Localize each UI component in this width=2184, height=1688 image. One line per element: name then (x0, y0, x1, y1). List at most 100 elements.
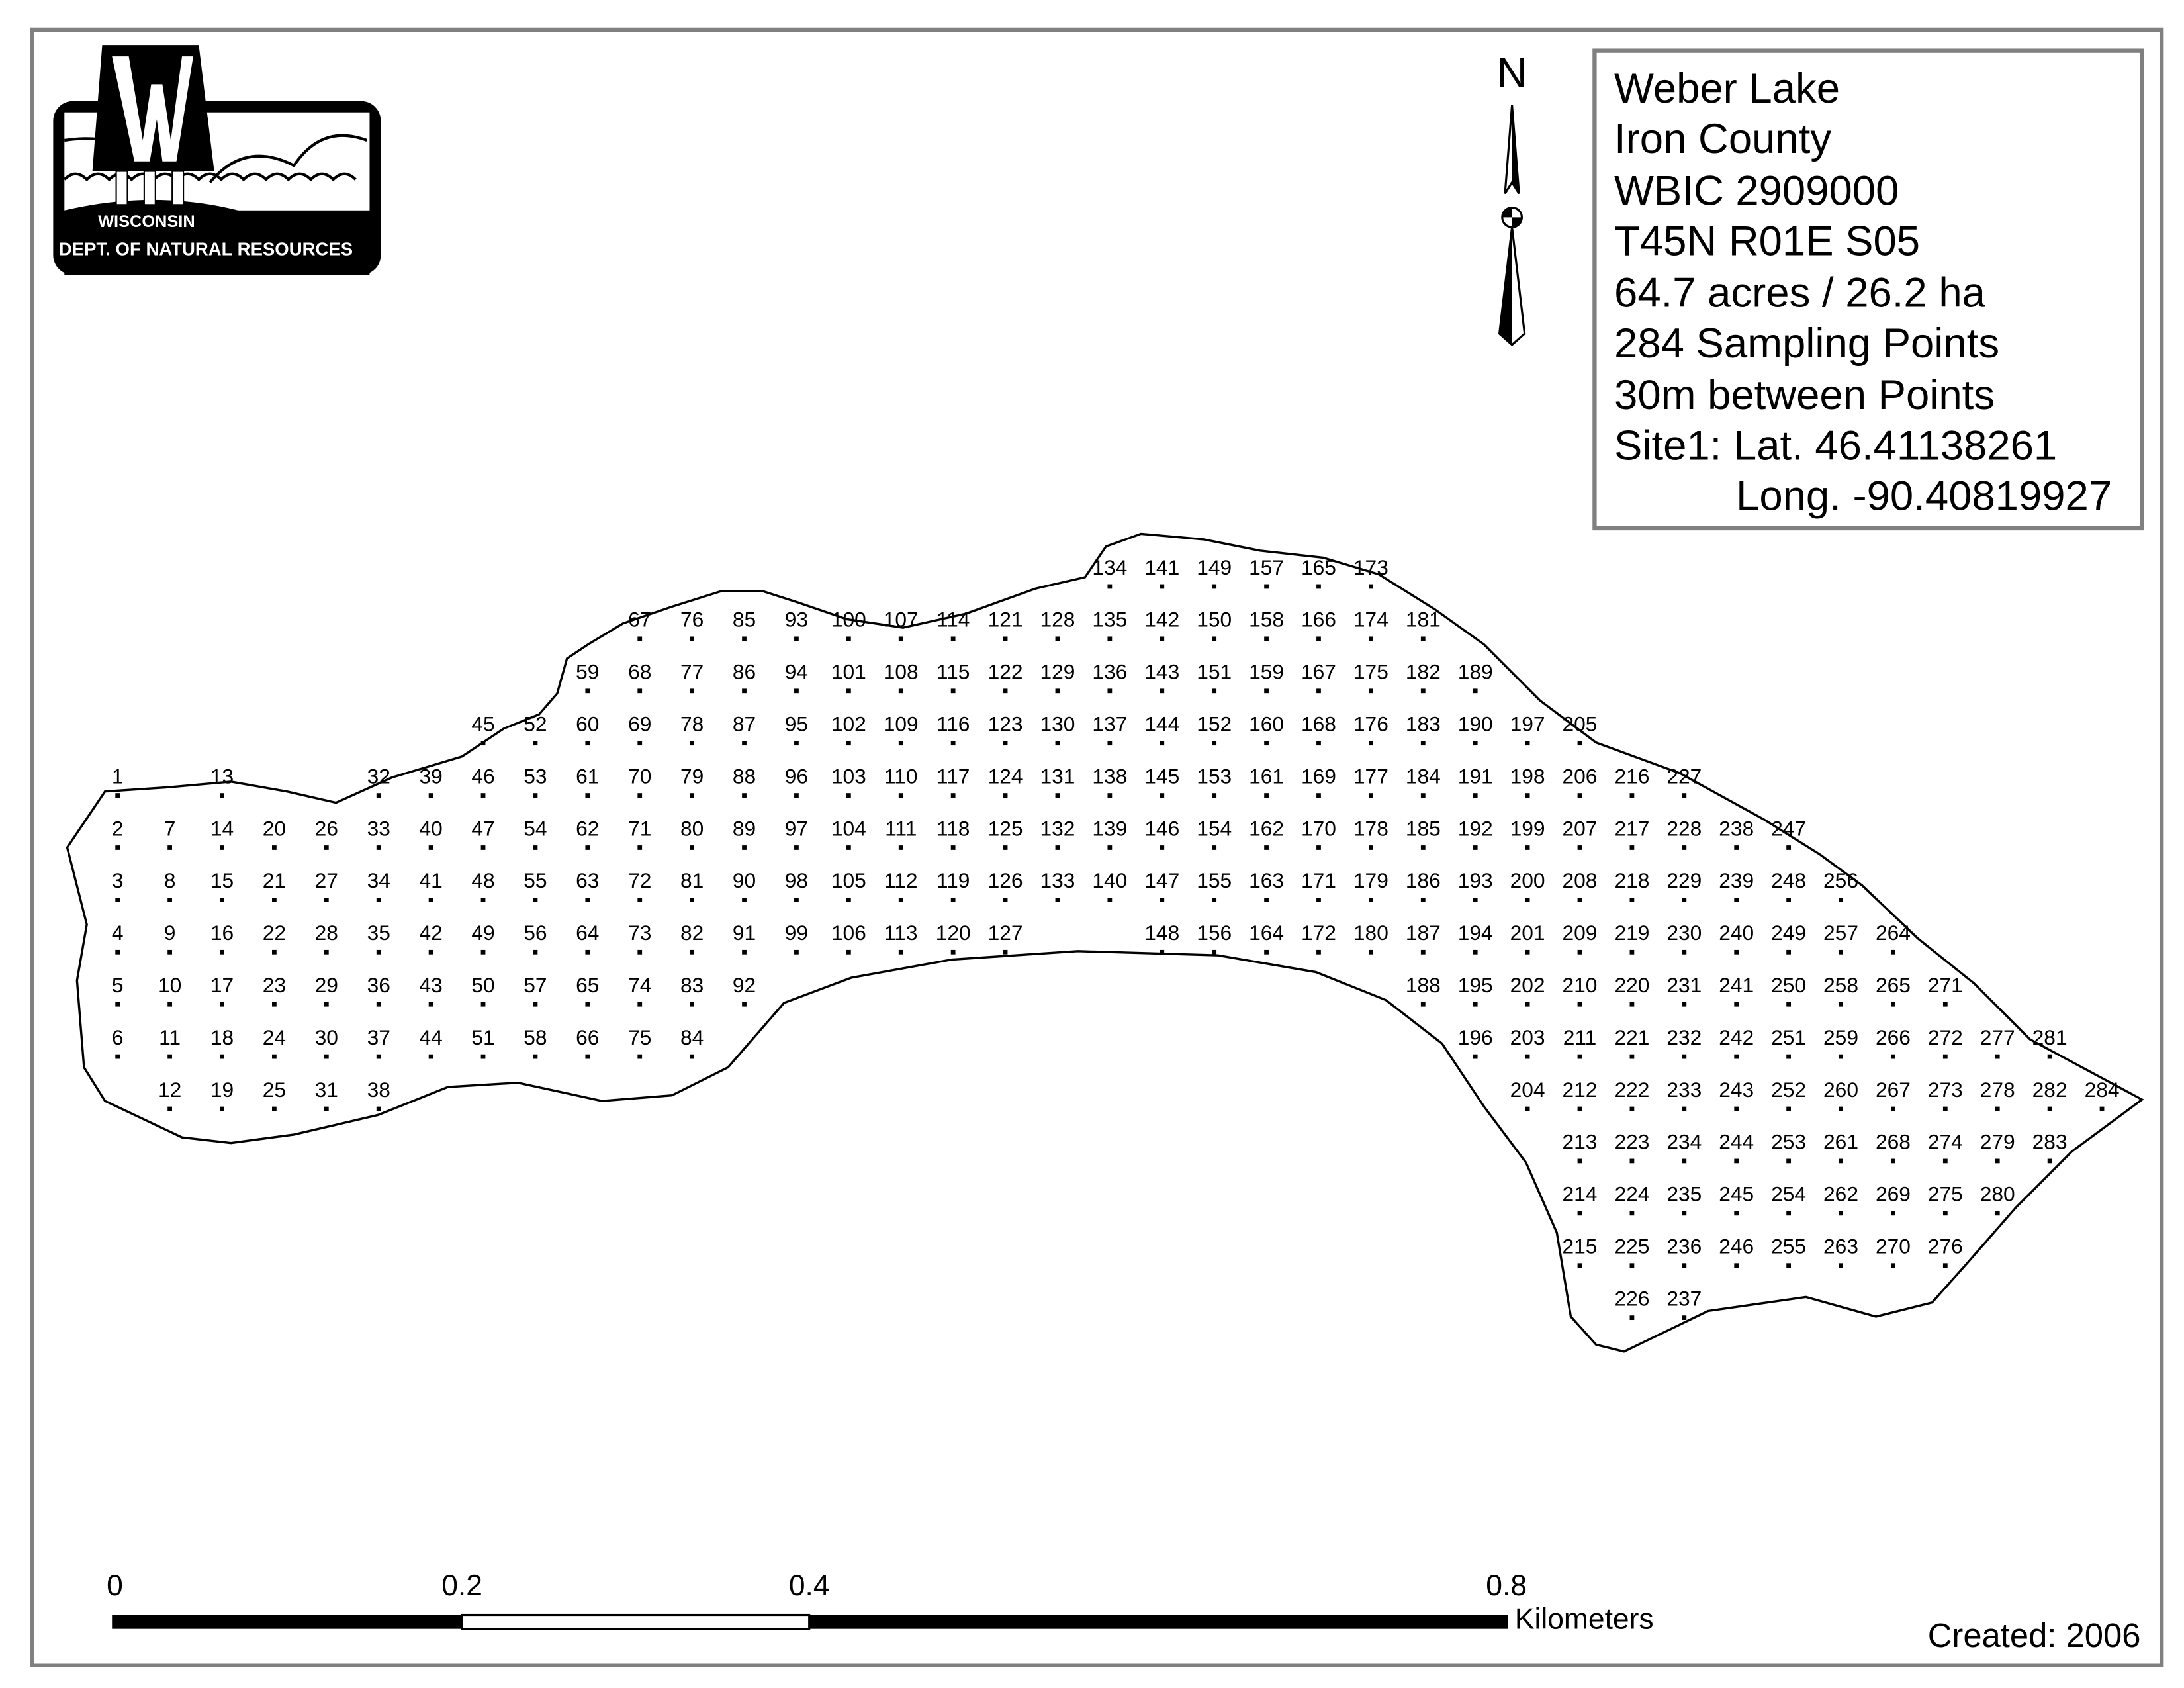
sampling-point-marker (1682, 1106, 1687, 1111)
sampling-point-6: 6 (112, 1025, 124, 1059)
sampling-point-marker (690, 636, 695, 641)
sampling-point-label: 245 (1719, 1182, 1754, 1206)
sampling-point-marker (1891, 1263, 1895, 1268)
sampling-point-marker (167, 1054, 172, 1059)
sampling-point-marker (950, 636, 956, 641)
sampling-point-marker (1682, 898, 1687, 902)
sampling-point-178: 178 (1353, 816, 1388, 850)
sampling-point-marker (794, 898, 799, 902)
sampling-point-marker (585, 1002, 590, 1007)
sampling-point-label: 243 (1719, 1078, 1754, 1102)
sampling-point-marker (1629, 1158, 1635, 1164)
sampling-point-marker (950, 741, 956, 746)
sampling-point-67: 67 (628, 608, 651, 641)
sampling-point-marker (1786, 845, 1791, 850)
sampling-point-label: 114 (936, 608, 970, 632)
sampling-point-96: 96 (785, 764, 808, 798)
sampling-point-165: 165 (1301, 555, 1336, 589)
sampling-point-marker (1160, 845, 1165, 850)
map-frame (30, 27, 2164, 1667)
sampling-point-label: 72 (628, 868, 651, 892)
sampling-point-140: 140 (1092, 868, 1127, 902)
sampling-point-label: 212 (1563, 1078, 1598, 1102)
sampling-point-194: 194 (1458, 921, 1493, 955)
sampling-point-153: 153 (1197, 764, 1232, 798)
sampling-point-marker (637, 949, 643, 955)
wdnr-logo: WISCONSIN DEPT. OF NATURAL RESOURCES (53, 45, 381, 275)
sampling-point-279: 279 (1980, 1130, 2015, 1164)
sampling-point-224: 224 (1614, 1182, 1649, 1216)
sampling-point-label: 159 (1249, 660, 1284, 684)
sampling-point-label: 44 (419, 1025, 442, 1049)
sampling-point-marker (533, 1002, 538, 1007)
sampling-point-193: 193 (1458, 868, 1493, 902)
sampling-point-marker (1264, 688, 1269, 694)
sampling-point-label: 109 (884, 712, 919, 736)
sampling-point-marker (1525, 898, 1530, 902)
sampling-point-label: 269 (1876, 1182, 1911, 1206)
sampling-point-280: 280 (1980, 1182, 2015, 1216)
sampling-point-label: 63 (576, 868, 599, 892)
sampling-point-marker (1473, 1054, 1478, 1059)
sampling-point-172: 172 (1301, 921, 1336, 955)
sampling-point-label: 247 (1771, 816, 1806, 840)
sampling-point-195: 195 (1458, 973, 1493, 1007)
sampling-point-marker (1786, 1106, 1791, 1111)
sampling-point-marker (1212, 741, 1217, 746)
sampling-point-label: 68 (628, 660, 651, 684)
sampling-point-248: 248 (1771, 868, 1806, 902)
sampling-point-label: 31 (315, 1078, 338, 1102)
sampling-point-1: 1 (112, 764, 124, 798)
sampling-point-68: 68 (628, 660, 651, 694)
sampling-point-label: 104 (831, 816, 866, 840)
sampling-point-label: 226 (1614, 1286, 1649, 1310)
sampling-point-267: 267 (1876, 1078, 1911, 1111)
sampling-point-marker (950, 845, 956, 850)
sampling-point-marker (1682, 1158, 1687, 1164)
sampling-point-label: 40 (419, 816, 442, 840)
sampling-point-118: 118 (936, 816, 970, 850)
sampling-point-marker (1629, 845, 1635, 850)
sampling-point-269: 269 (1876, 1182, 1911, 1216)
sampling-point-132: 132 (1040, 816, 1075, 850)
sampling-point-marker (794, 636, 799, 641)
sampling-point-label: 165 (1301, 555, 1336, 579)
sampling-point-label: 58 (523, 1025, 547, 1049)
sampling-point-label: 172 (1301, 921, 1336, 945)
sampling-point-marker (742, 1002, 747, 1007)
sampling-point-23: 23 (263, 973, 286, 1007)
sampling-point-label: 92 (733, 973, 756, 997)
sampling-point-label: 97 (785, 816, 808, 840)
sampling-point-label: 131 (1040, 764, 1075, 788)
sampling-point-label: 154 (1197, 816, 1232, 840)
sampling-point-26: 26 (315, 816, 338, 850)
sampling-point-label: 259 (1823, 1025, 1858, 1049)
sampling-point-228: 228 (1666, 816, 1702, 850)
sampling-point-marker (1160, 949, 1165, 955)
sampling-point-152: 152 (1197, 712, 1232, 746)
sampling-point-95: 95 (785, 712, 808, 746)
sampling-point-149: 149 (1197, 555, 1232, 589)
sampling-point-marker (324, 949, 329, 955)
sampling-point-69: 69 (628, 712, 651, 746)
sampling-point-marker (1160, 584, 1165, 589)
sampling-point-100: 100 (831, 608, 866, 641)
sampling-point-marker (1212, 793, 1217, 798)
sampling-point-86: 86 (733, 660, 756, 694)
sampling-point-88: 88 (733, 764, 756, 798)
sampling-point-label: 204 (1510, 1078, 1545, 1102)
sampling-point-242: 242 (1719, 1025, 1754, 1059)
sampling-point-99: 99 (785, 921, 808, 955)
sampling-point-21: 21 (263, 868, 286, 902)
sampling-point-106: 106 (831, 921, 866, 955)
sampling-point-label: 229 (1666, 868, 1702, 892)
sampling-point-label: 129 (1040, 660, 1075, 684)
sampling-points: 1234567891011121314151617181920212223242… (112, 555, 2119, 1321)
sampling-point-marker (1369, 636, 1373, 641)
sampling-point-label: 39 (419, 764, 442, 788)
sampling-point-115: 115 (936, 660, 970, 694)
sampling-point-label: 113 (884, 921, 918, 945)
sampling-point-marker (1369, 898, 1373, 902)
sampling-point-185: 185 (1406, 816, 1441, 850)
sampling-point-label: 112 (884, 868, 918, 892)
